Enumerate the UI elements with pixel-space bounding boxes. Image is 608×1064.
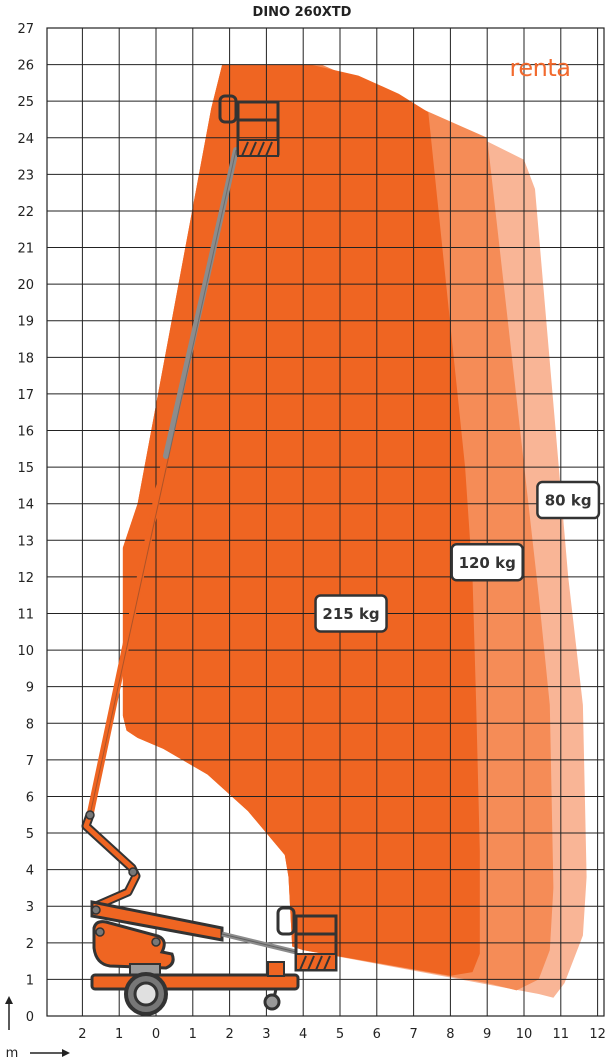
axis-ticks: 0123456789101112131415161718192021222324… (17, 22, 605, 1042)
y-tick-label: 5 (26, 827, 34, 842)
x-tick-label: 9 (483, 1027, 491, 1042)
y-tick-label: 21 (17, 242, 34, 257)
capacity-label-80kg: 80 kg (536, 480, 601, 520)
grid (46, 27, 605, 1017)
turret (92, 920, 175, 970)
x-tick-label: 6 (373, 1027, 381, 1042)
upper-boom-tele (163, 147, 239, 459)
y-tick-label: 16 (17, 425, 34, 440)
label-text: 80 kg (545, 492, 592, 510)
x-tick-label: 3 (262, 1027, 270, 1042)
x-tick-label: 4 (299, 1027, 307, 1042)
capacity-label-120kg: 120 kg (450, 543, 524, 582)
y-tick-label: 17 (17, 388, 34, 403)
y-tick-label: 27 (17, 22, 34, 37)
x-tick-label: 10 (516, 1027, 533, 1042)
axis-unit-indicator: m (5, 996, 70, 1061)
y-tick-label: 11 (17, 607, 34, 622)
label-text: 120 kg (459, 554, 516, 572)
label-box (536, 480, 601, 520)
y-tick-label: 8 (26, 717, 34, 732)
x-tick-label: 8 (446, 1027, 454, 1042)
label-box (314, 594, 388, 633)
y-tick-label: 13 (17, 534, 34, 549)
jockey-wheel (263, 993, 281, 1011)
y-tick-label: 14 (17, 498, 34, 513)
load-zones (122, 64, 587, 998)
x-tick-label: 1 (115, 1027, 123, 1042)
upper-boom (86, 452, 170, 819)
x-tick-label: 5 (336, 1027, 344, 1042)
capacity-label-215kg: 215 kg (314, 594, 388, 633)
top-basket (218, 94, 280, 157)
chassis (90, 973, 300, 991)
x-tick-label: 2 (225, 1027, 233, 1042)
y-tick-label: 19 (17, 315, 34, 330)
label-box (450, 543, 524, 582)
lift-machine-illustration (81, 94, 338, 1016)
y-tick-label: 22 (17, 205, 34, 220)
y-tick-label: 25 (17, 95, 34, 110)
right-arrow-icon (62, 1049, 70, 1057)
y-tick-label: 26 (17, 59, 34, 74)
y-tick-label: 9 (26, 681, 34, 696)
x-tick-label: 11 (553, 1027, 570, 1042)
y-tick-label: 10 (17, 644, 34, 659)
label-text: 215 kg (322, 605, 379, 623)
y-tick-label: 1 (26, 973, 34, 988)
x-tick-label: 2 (78, 1027, 86, 1042)
y-tick-label: 12 (17, 571, 34, 586)
up-arrow-icon (5, 996, 13, 1004)
y-tick-label: 2 (26, 937, 34, 952)
y-tick-label: 0 (26, 1010, 34, 1025)
x-tick-label: 1 (189, 1027, 197, 1042)
y-tick-label: 3 (26, 900, 34, 915)
zone-215kg (122, 64, 480, 976)
y-tick-label: 4 (26, 864, 34, 879)
renta-logo: renta (510, 54, 571, 82)
bottom-basket (276, 906, 338, 972)
unit-label: m (6, 1046, 19, 1061)
upper-boom-outline (89, 149, 237, 816)
y-tick-label: 6 (26, 790, 34, 805)
y-tick-label: 24 (17, 132, 34, 147)
y-tick-label: 15 (17, 461, 34, 476)
y-tick-label: 23 (17, 168, 34, 183)
x-tick-label: 7 (409, 1027, 417, 1042)
capacity-labels: 80 kg 120 kg 215 kg (314, 480, 601, 633)
y-tick-label: 20 (17, 278, 34, 293)
x-tick-label: 0 (152, 1027, 160, 1042)
x-tick-label: 12 (589, 1027, 606, 1042)
chart-title: DINO 260XTD (253, 5, 352, 20)
y-tick-label: 18 (17, 351, 34, 366)
y-tick-label: 7 (26, 754, 34, 769)
